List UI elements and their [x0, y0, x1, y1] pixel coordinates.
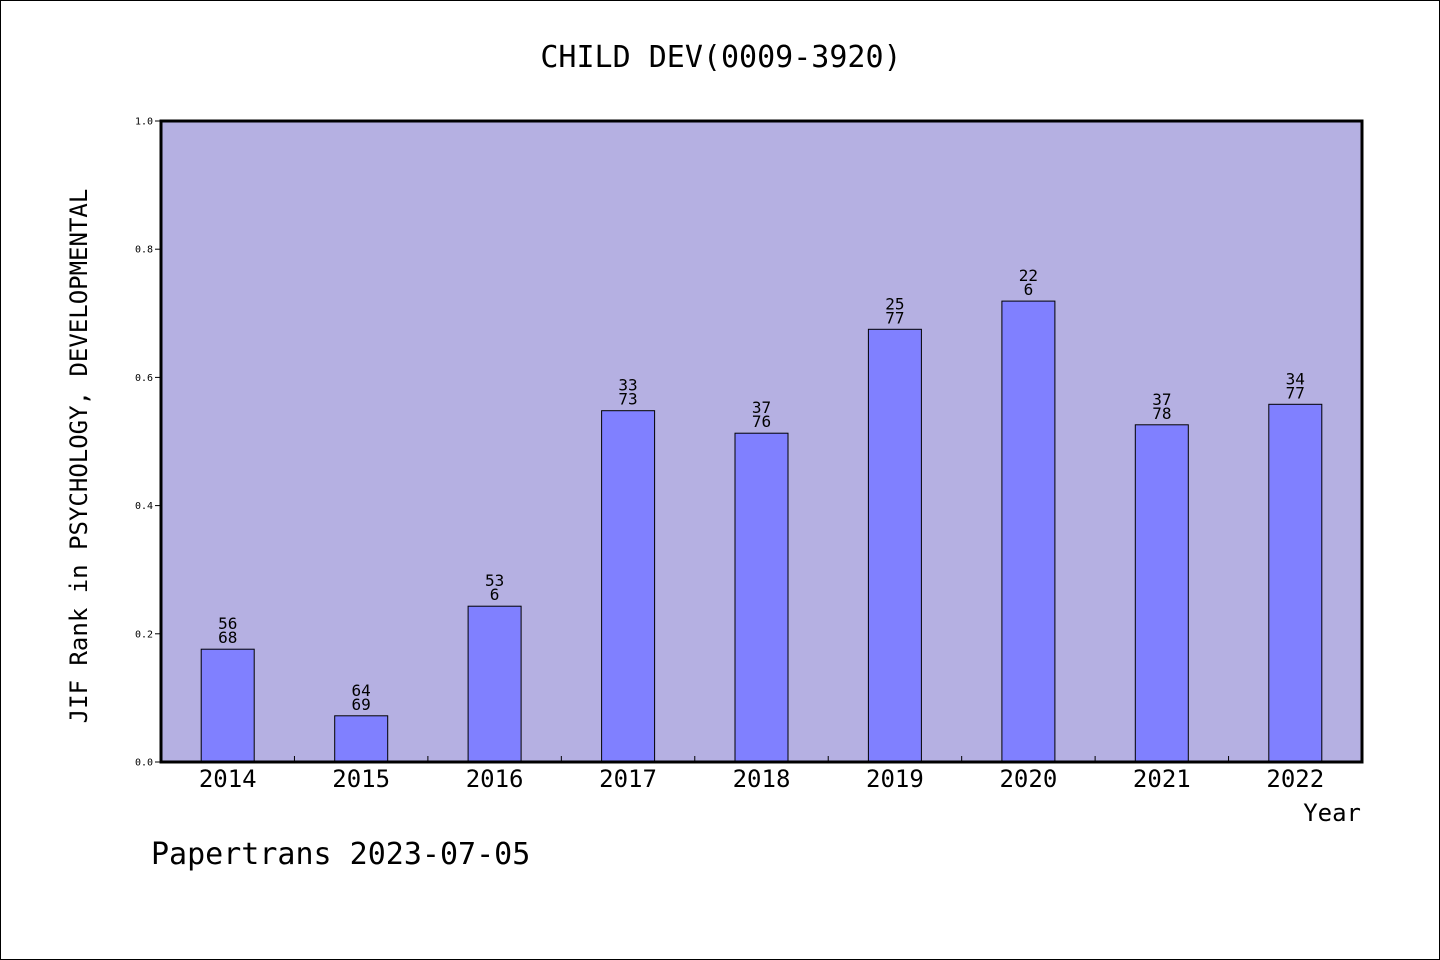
x-tick-label-2018: 2018 — [733, 765, 791, 793]
y-tick-label: 0.0 — [135, 758, 153, 769]
y-axis-ticks: 0.0 0.2 0.4 0.6 0.8 1.0 — [135, 117, 161, 769]
x-tick-label-2020: 2020 — [999, 765, 1057, 793]
bar-label-bottom-2015: 69 — [352, 695, 371, 714]
bar-2019 — [867, 328, 922, 763]
bar-label-bottom-2020: 6 — [1024, 280, 1034, 299]
bar-label-bottom-2022: 77 — [1286, 383, 1305, 402]
y-tick-label: 0.2 — [135, 629, 153, 640]
bar-2017 — [601, 410, 656, 763]
bar-2021 — [1134, 424, 1189, 763]
footer-text: Papertrans 2023-07-05 — [151, 837, 530, 872]
x-tick-label-2014: 2014 — [199, 765, 257, 793]
y-tick-label: 1.0 — [135, 117, 153, 128]
bar-label-top-2019: 25 — [885, 294, 904, 313]
bar-label-bottom-2017: 73 — [618, 390, 637, 409]
x-axis-ticks: 2014 2015 2016 2017 2018 2019 2020 2021 2022 — [199, 756, 1324, 793]
bar-label-bottom-2021: 78 — [1152, 404, 1171, 423]
bar-2014 — [200, 648, 255, 763]
x-tick-label-2021: 2021 — [1133, 765, 1191, 793]
x-tick-label-2015: 2015 — [332, 765, 390, 793]
y-tick-label: 0.8 — [135, 245, 153, 256]
x-axis-label: Year — [1303, 799, 1361, 827]
bar-label-top-2014: 56 — [218, 614, 237, 633]
x-tick-label-2017: 2017 — [599, 765, 657, 793]
bar-2015 — [334, 715, 389, 763]
x-tick-label-2016: 2016 — [466, 765, 524, 793]
bar-2020 — [1001, 300, 1056, 763]
bar-label-top-2020: 22 — [1019, 266, 1038, 285]
y-axis-label: JIF Rank in PSYCHOLOGY, DEVELOPMENTAL — [65, 189, 93, 724]
bar-2018 — [734, 432, 789, 763]
x-tick-label-2022: 2022 — [1266, 765, 1324, 793]
bar-label-top-2018: 37 — [752, 398, 771, 417]
bar-label-top-2021: 37 — [1152, 390, 1171, 409]
bar-label-top-2016: 53 — [485, 571, 504, 590]
bar-2016 — [467, 605, 522, 763]
bar-label-bottom-2014: 68 — [218, 628, 237, 647]
chart-title: CHILD DEV(0009-3920) — [540, 40, 901, 75]
bar-label-top-2017: 33 — [618, 376, 637, 395]
bar-label-bottom-2018: 76 — [752, 412, 771, 431]
bar-label-top-2022: 34 — [1286, 369, 1305, 388]
x-tick-label-2019: 2019 — [866, 765, 924, 793]
bar-label-bottom-2019: 77 — [885, 308, 904, 327]
bar-label-top-2015: 64 — [352, 681, 371, 700]
y-tick-label: 0.6 — [135, 373, 153, 384]
plot-border — [159, 119, 1364, 764]
bar-label-bottom-2016: 6 — [490, 585, 500, 604]
y-tick-label: 0.4 — [135, 501, 153, 512]
bar-2022 — [1268, 403, 1323, 763]
